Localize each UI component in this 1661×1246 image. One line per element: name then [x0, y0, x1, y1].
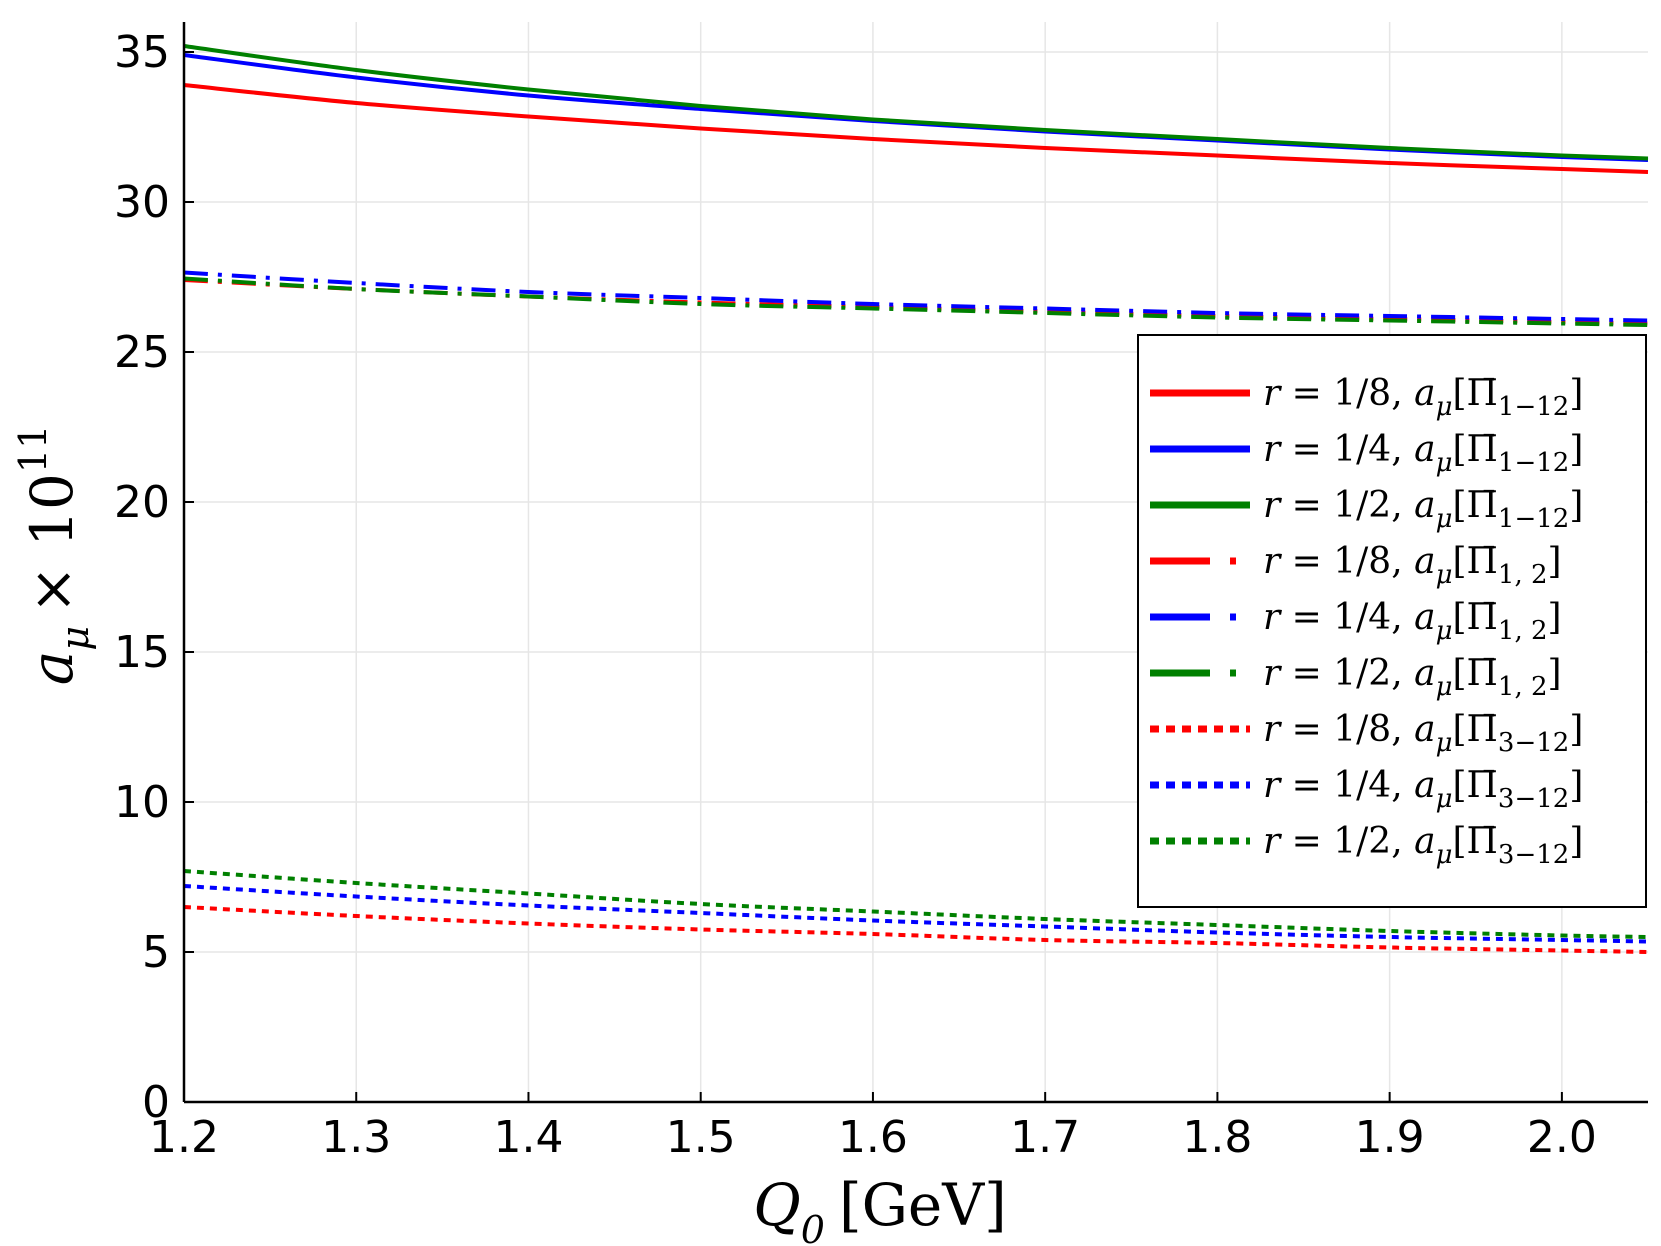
y-tick-label: 15 [114, 627, 170, 678]
x-tick-label: 1.5 [666, 1112, 736, 1163]
legend-label-6: r = 1/8, aμ[Π̄3−12] [1263, 709, 1583, 758]
legend-label-1: r = 1/4, aμ[Π̄1−12] [1263, 429, 1583, 478]
legend-label-8: r = 1/2, aμ[Π̄3−12] [1263, 821, 1583, 870]
x-tick-label: 1.7 [1010, 1112, 1080, 1163]
y-tick-label: 25 [114, 327, 170, 378]
y-tick-label: 20 [114, 477, 170, 528]
series-line-8 [183, 869, 1649, 939]
series-line-3 [183, 278, 1649, 326]
series-line-2 [183, 44, 1649, 161]
legend-label-3: r = 1/8, aμ[Π̄1, 2] [1263, 541, 1562, 590]
tick-labels: 1.2 1.3 1.4 1.5 1.6 1.7 1.8 1.9 2.0 0 5 10 15 20 25 30 3… [114, 27, 1597, 1163]
series-line-6 [183, 905, 1649, 954]
x-tick-label: 1.8 [1182, 1112, 1252, 1163]
x-tick-label: 2.0 [1527, 1112, 1597, 1163]
x-tick-label: 1.4 [493, 1112, 563, 1163]
y-tick-label: 30 [114, 177, 170, 228]
y-tick-label: 5 [142, 927, 170, 978]
y-tick-label: 10 [114, 777, 170, 828]
y-axis-label: aμ× 1011 [11, 425, 97, 686]
legend-label-0: r = 1/8, aμ[Π̄1−12] [1263, 373, 1583, 422]
series-line-5 [183, 276, 1649, 327]
y-tick-label: 0 [142, 1077, 170, 1128]
x-tick-label: 1.6 [838, 1112, 908, 1163]
legend-label-7: r = 1/4, aμ[Π̄3−12] [1263, 765, 1583, 814]
legend: r = 1/8, aμ[Π̄1−12] r = 1/4, aμ[Π̄1−12] r … [1137, 334, 1647, 908]
series-line-0 [183, 83, 1649, 174]
x-tick-label: 1.2 [149, 1112, 219, 1163]
series-line-7 [183, 884, 1649, 944]
y-tick-label: 35 [114, 27, 170, 78]
legend-label-2: r = 1/2, aμ[Π̄1−12] [1263, 485, 1583, 534]
legend-label-4: r = 1/4, aμ[Π̄1, 2] [1263, 597, 1562, 646]
x-tick-label: 1.3 [321, 1112, 391, 1163]
x-axis-label: Q0 [GeV] [753, 1171, 1007, 1246]
legend-label-5: r = 1/2, aμ[Π̄1, 2] [1263, 653, 1562, 702]
series-line-4 [183, 270, 1649, 323]
x-tick-label: 1.9 [1355, 1112, 1425, 1163]
legend-box [1137, 334, 1647, 908]
series-lines [183, 44, 1649, 954]
axes [182, 22, 1648, 1104]
